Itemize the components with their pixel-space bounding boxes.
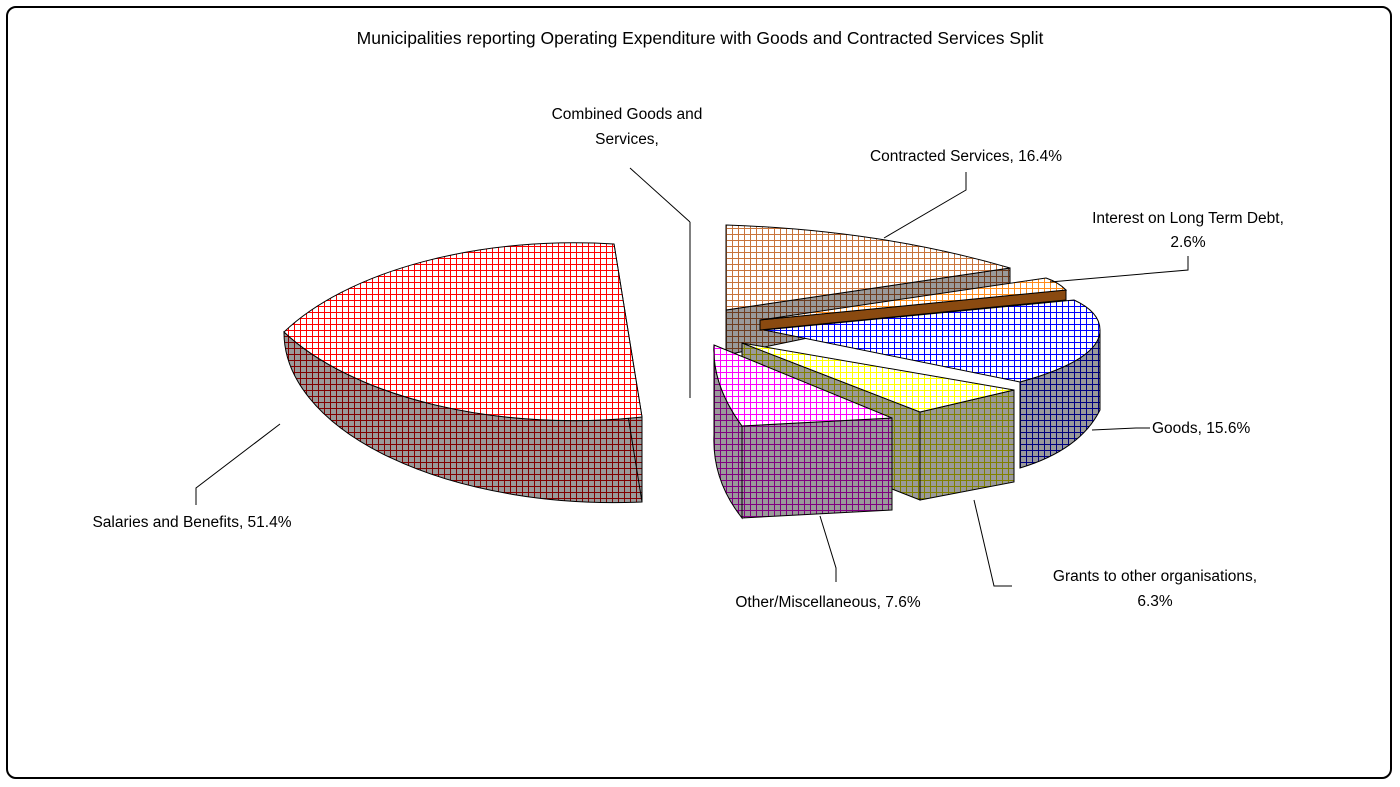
slice-salaries-top (283, 242, 643, 422)
data-label-interest-line2: 2.6% (1170, 234, 1206, 251)
leader-line-combined-goods-and-services (629, 167, 691, 223)
chart-frame (6, 6, 1392, 779)
data-label-interest-line1: Interest on Long Term Debt, (1092, 210, 1284, 227)
slice-goods (763, 299, 1101, 469)
leader-line-interest-on-long-term-debt (1049, 256, 1189, 283)
data-label-contracted-services: Contracted Services, 16.4% (870, 148, 1062, 165)
slice-goods-top (763, 299, 1101, 383)
data-label-salaries-and-benefits: Salaries and Benefits, 51.4% (92, 514, 291, 531)
data-label-combined-goods-and-services-line1: Combined Goods and (552, 106, 703, 123)
data-label-goods: Goods, 15.6% (1152, 420, 1250, 437)
data-label-other-miscellaneous: Other/Miscellaneous, 7.6% (735, 594, 920, 611)
leader-line-goods (1091, 427, 1150, 431)
leader-line-contracted-services (883, 172, 967, 239)
leader-line-other (819, 515, 837, 582)
data-label-grants-line2: 6.3% (1137, 593, 1173, 610)
slice-other-top (713, 344, 893, 427)
slice-salaries-and-benefits (283, 242, 643, 504)
slice-interest-on-long-term-debt (759, 277, 1068, 331)
chart-title: Municipalities reporting Operating Expen… (356, 28, 1044, 48)
slice-other-miscellaneous (713, 344, 893, 520)
leader-line-salaries (195, 423, 281, 505)
slice-interest-top (759, 277, 1068, 321)
leader-line-grants (973, 499, 1012, 587)
data-label-combined-goods-and-services-line2: Services, (595, 131, 659, 148)
slice-contracted-top (725, 224, 1011, 311)
data-label-grants-line1: Grants to other organisations, (1053, 568, 1257, 585)
slice-other-front-face (741, 417, 893, 519)
slice-grants-top (741, 342, 1015, 413)
